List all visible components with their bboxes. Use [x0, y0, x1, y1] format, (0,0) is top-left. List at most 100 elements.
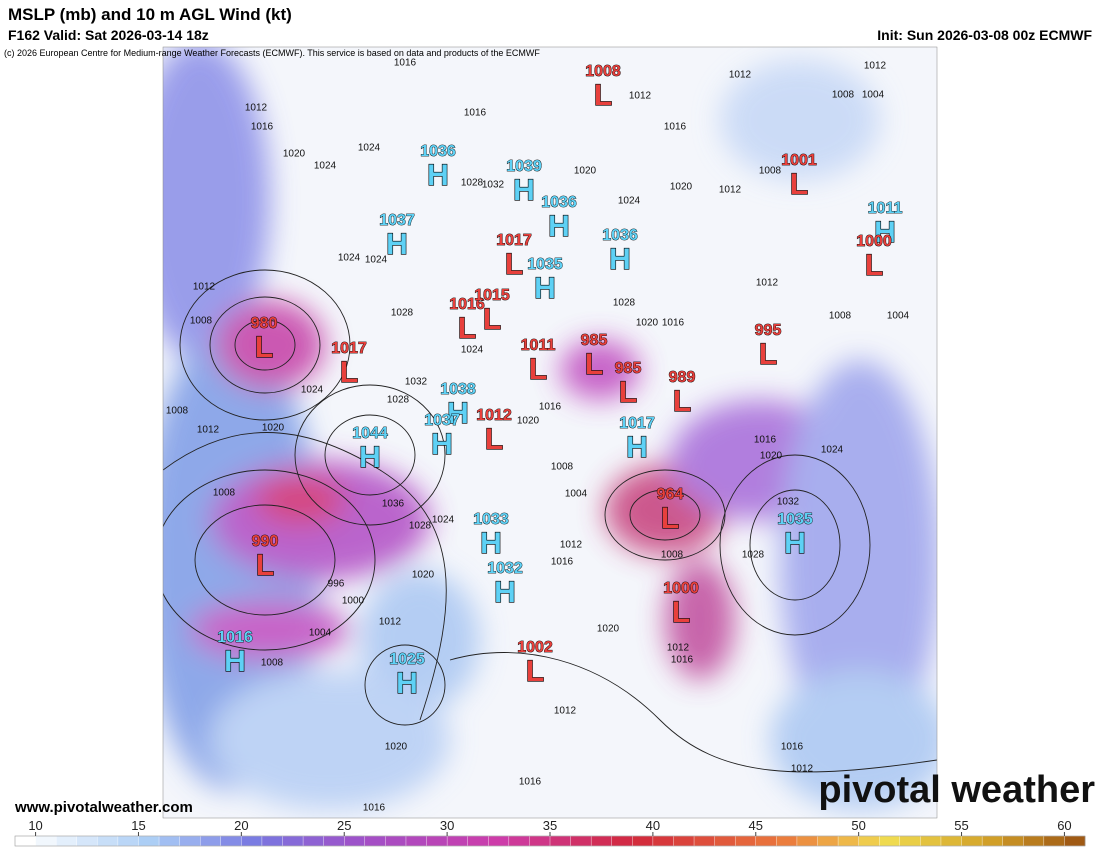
center-value: 1036 — [420, 143, 456, 160]
center-value: 1033 — [473, 511, 509, 528]
colorbar-cell — [961, 835, 983, 847]
colorbar-cell — [796, 835, 819, 847]
colorbar-cell — [590, 835, 613, 847]
isobar-label: 1012 — [379, 617, 402, 628]
colorbar-cell — [776, 835, 798, 847]
center-letter: H — [534, 272, 556, 305]
isobar-label: 996 — [328, 579, 345, 590]
center-letter: H — [548, 210, 570, 243]
colorbar-cell — [755, 835, 778, 847]
center-letter: H — [396, 667, 418, 700]
isobar-label: 1016 — [394, 58, 417, 69]
colorbar-cell — [611, 835, 634, 847]
isobar-label: 1020 — [262, 423, 285, 434]
center-value: 1008 — [585, 63, 621, 80]
center-value: 1017 — [496, 232, 532, 249]
center-value: 1017 — [619, 415, 655, 432]
center-letter: H — [447, 397, 469, 430]
center-value: 1001 — [781, 152, 817, 169]
colorbar-cell — [76, 835, 99, 847]
center-value: 995 — [755, 322, 782, 339]
center-letter: H — [626, 431, 648, 464]
isobar-label: 1028 — [742, 550, 765, 561]
center-value: 989 — [669, 369, 696, 386]
center-letter: H — [427, 159, 449, 192]
colorbar-tick-label: 60 — [1057, 818, 1071, 833]
colorbar-cell — [35, 835, 57, 847]
isobar-label: 1020 — [517, 416, 540, 427]
center-value: 980 — [251, 315, 278, 332]
center-value: 1039 — [506, 158, 542, 175]
colorbar-cell — [714, 835, 736, 847]
center-letter: L — [505, 248, 523, 281]
center-letter: L — [526, 655, 544, 688]
isobar-label: 1028 — [391, 308, 414, 319]
center-value: 1025 — [389, 651, 425, 668]
center-letter: L — [865, 249, 883, 282]
center-value: 990 — [252, 533, 279, 550]
isobar-label: 1016 — [671, 655, 694, 666]
isobar-label: 1012 — [667, 643, 690, 654]
center-value: 964 — [657, 486, 684, 503]
colorbar-cell — [652, 835, 675, 847]
colorbar-cell — [549, 835, 572, 847]
center-letter: H — [609, 243, 631, 276]
colorbar-cell — [467, 835, 489, 847]
isobar-label: 1012 — [197, 425, 220, 436]
center-value: 1035 — [777, 511, 813, 528]
isobar-label: 1024 — [821, 445, 844, 456]
isobar-label: 1008 — [829, 311, 852, 322]
center-letter: H — [224, 645, 246, 678]
center-value: 1036 — [602, 227, 638, 244]
isobar-label: 1024 — [358, 143, 381, 154]
isobar-label: 1020 — [670, 182, 693, 193]
colorbar-cell — [179, 835, 201, 847]
isobar-label: 1008 — [661, 550, 684, 561]
colorbar-cell — [940, 835, 963, 847]
isobar-label: 1020 — [760, 451, 783, 462]
isobar-label: 1016 — [781, 742, 804, 753]
isobar-label: 1024 — [618, 196, 641, 207]
isobar-label: 1028 — [409, 521, 432, 532]
center-value: 1036 — [541, 194, 577, 211]
isobar-label: 1024 — [314, 161, 337, 172]
colorbar-cell — [1064, 835, 1086, 847]
init-time: Init: Sun 2026-03-08 00z ECMWF — [877, 27, 1092, 43]
isobar-label: 1012 — [756, 278, 779, 289]
center-letter: H — [784, 527, 806, 560]
colorbar-tick-label: 20 — [234, 818, 248, 833]
center-letter: L — [256, 549, 274, 582]
isobar-label: 1008 — [213, 488, 236, 499]
colorbar-cell — [837, 835, 860, 847]
center-value: 1038 — [440, 381, 476, 398]
brand: pivotal weather — [818, 769, 1095, 811]
colorbar-tick-label: 55 — [954, 818, 968, 833]
isobar-label: 1024 — [461, 345, 484, 356]
colorbar-cell — [899, 835, 922, 847]
colorbar-cell — [734, 835, 757, 847]
colorbar-cell — [261, 835, 284, 847]
colorbar-cell — [920, 835, 942, 847]
center-letter: H — [513, 174, 535, 207]
colorbar-cell — [488, 835, 510, 847]
isobar-label: 1024 — [365, 255, 388, 266]
isobar-label: 1032 — [777, 497, 800, 508]
colorbar-tick-label: 40 — [646, 818, 660, 833]
center-value: 1002 — [517, 639, 553, 656]
isobar-label: 1016 — [464, 108, 487, 119]
center-value: 1044 — [352, 425, 388, 442]
colorbar-cell — [858, 835, 880, 847]
isobar-label: 1020 — [574, 166, 597, 177]
isobar-label: 1012 — [791, 764, 814, 775]
center-letter: H — [874, 216, 896, 249]
